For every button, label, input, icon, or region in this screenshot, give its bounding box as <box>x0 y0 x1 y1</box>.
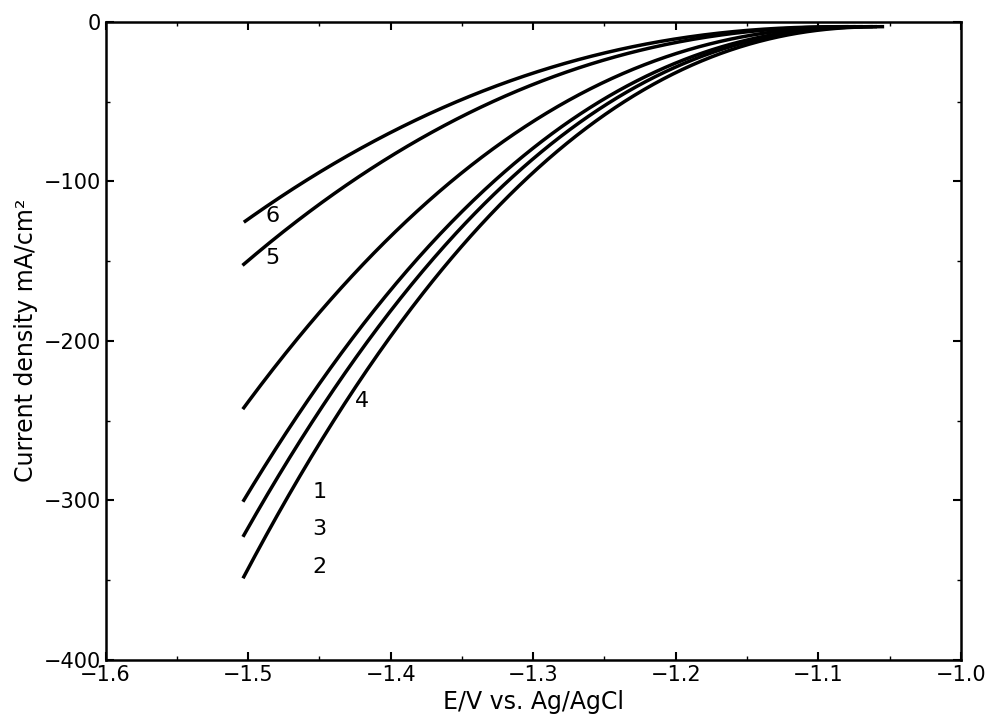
Text: 2: 2 <box>312 557 326 577</box>
Text: 6: 6 <box>265 207 279 226</box>
Text: 1: 1 <box>312 482 326 502</box>
X-axis label: E/V vs. Ag/AgCl: E/V vs. Ag/AgCl <box>443 690 624 714</box>
Text: 4: 4 <box>355 392 369 411</box>
Text: 3: 3 <box>312 519 326 539</box>
Y-axis label: Current density mA/cm²: Current density mA/cm² <box>14 199 38 483</box>
Text: 5: 5 <box>265 248 279 268</box>
